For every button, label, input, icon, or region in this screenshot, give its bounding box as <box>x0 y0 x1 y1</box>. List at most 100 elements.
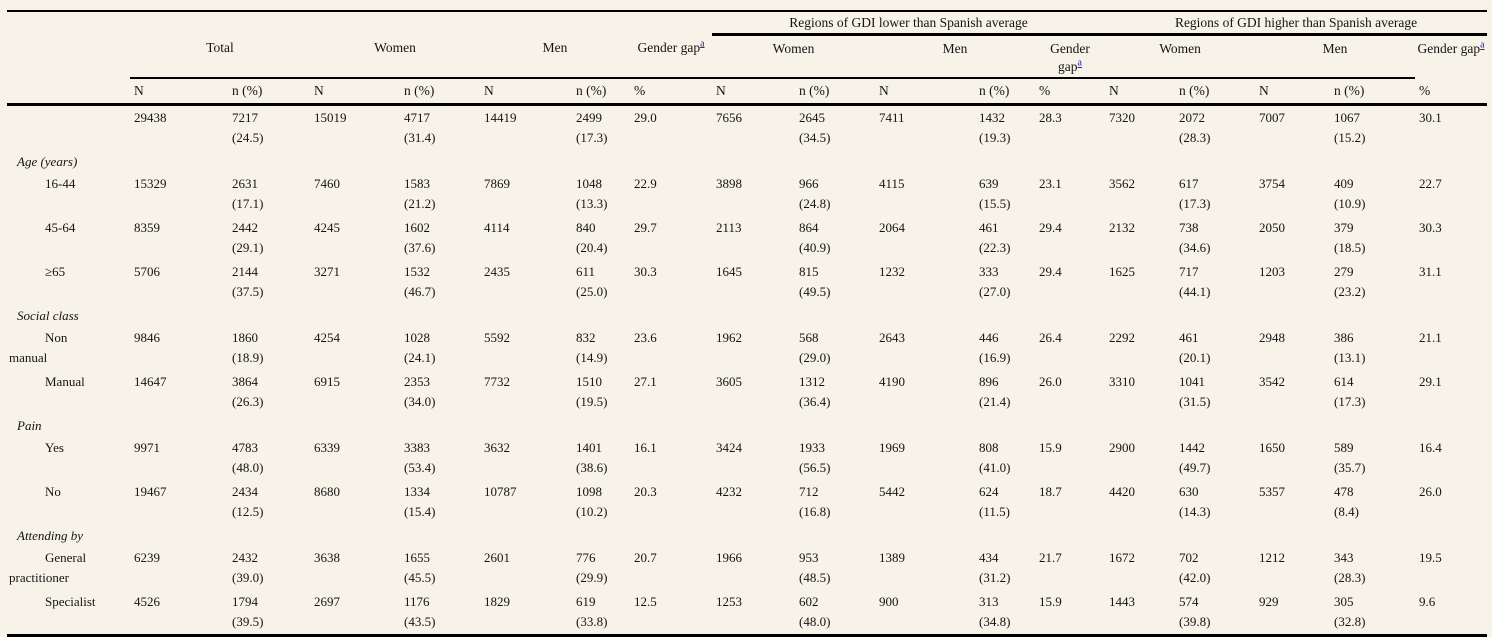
value-cell: 1625 <box>1109 264 1136 279</box>
table-row: Manual 14647 3864 (26.3) 6915 2353 (34.0) 773… <box>7 370 1487 414</box>
value-cell: 20.3 <box>634 484 657 499</box>
value-cell: 5706 <box>134 264 160 279</box>
value-cell: 7217 (24.5) <box>232 110 264 145</box>
value-cell: 18.7 <box>1039 484 1062 499</box>
value-cell: 1860 (18.9) <box>232 330 264 365</box>
value-cell: 5442 <box>879 484 905 499</box>
value-cell: 1432 (19.3) <box>979 110 1011 145</box>
value-cell: 702 (42.0) <box>1179 550 1211 585</box>
value-cell: 29438 <box>134 110 167 125</box>
table-row: General practitioner 6239 2432 (39.0) 3638 1… <box>7 546 1487 590</box>
value-cell: 27.1 <box>634 374 657 389</box>
row-label: 45-64 <box>45 220 76 235</box>
col-header-npct: n (%) <box>400 78 480 106</box>
value-cell: 2442 (29.1) <box>232 220 264 255</box>
value-cell: 3898 <box>716 176 742 191</box>
subheader-row: N n (%) N n (%) N n (%) % N n (%) N n (%… <box>7 78 1488 106</box>
prevalence-table: Regions of GDI lower than Spanish averag… <box>7 10 1488 637</box>
value-cell: 1041 (31.5) <box>1179 374 1211 409</box>
value-cell: 2132 <box>1109 220 1136 235</box>
value-cell: 1962 <box>716 330 742 345</box>
col-header-npct: n (%) <box>975 78 1035 106</box>
value-cell: 1028 (24.1) <box>404 330 436 365</box>
region-lower-header: Regions of GDI lower than Spanish averag… <box>712 11 1106 36</box>
value-cell: 3383 (53.4) <box>404 440 436 475</box>
col-header-npct: n (%) <box>795 78 875 106</box>
value-cell: 1655 (45.5) <box>404 550 436 585</box>
row-label: Non manual <box>9 330 68 365</box>
value-cell: 30.1 <box>1419 110 1442 125</box>
value-cell: 29.4 <box>1039 264 1062 279</box>
section-row: Social class <box>7 304 1487 326</box>
value-cell: 23.1 <box>1039 176 1062 191</box>
value-cell: 279 (23.2) <box>1334 264 1366 299</box>
value-cell: 16.4 <box>1419 440 1442 455</box>
value-cell: 14419 <box>484 110 517 125</box>
col-header-npct: n (%) <box>1330 78 1416 106</box>
value-cell: 4114 <box>484 220 510 235</box>
value-cell: 4526 <box>134 594 160 609</box>
men-header: Men <box>480 34 630 79</box>
higher-gender-gap-header: Gender gapa <box>1415 35 1487 79</box>
group-header-row: Total Women Men Gender gapa Women Men Ge… <box>7 34 1487 79</box>
value-cell: 2072 (28.3) <box>1179 110 1211 145</box>
table-row: Non manual 9846 1860 (18.9) 4254 1028 (24.1)… <box>7 326 1487 370</box>
lower-women-header: Women <box>712 34 875 79</box>
value-cell: 8680 <box>314 484 340 499</box>
value-cell: 1048 (13.3) <box>576 176 608 211</box>
value-cell: 3424 <box>716 440 742 455</box>
footnote-a-link[interactable]: a <box>1077 57 1082 69</box>
value-cell: 589 (35.7) <box>1334 440 1366 475</box>
value-cell: 6339 <box>314 440 340 455</box>
value-cell: 2113 <box>716 220 742 235</box>
value-cell: 1645 <box>716 264 742 279</box>
value-cell: 10787 <box>484 484 517 499</box>
value-cell: 1067 (15.2) <box>1334 110 1366 145</box>
value-cell: 4420 <box>1109 484 1136 499</box>
value-cell: 832 (14.9) <box>576 330 608 365</box>
value-cell: 7656 <box>716 110 742 125</box>
value-cell: 864 (40.9) <box>799 220 831 255</box>
value-cell: 1966 <box>716 550 742 565</box>
gender-gap-label: Gender gap <box>1417 41 1481 56</box>
value-cell: 478 (8.4) <box>1334 484 1359 519</box>
col-header-N: N <box>480 78 572 106</box>
value-cell: 313 (34.8) <box>979 594 1011 629</box>
value-cell: 434 (31.2) <box>979 550 1011 585</box>
row-label: General practitioner <box>9 550 87 585</box>
row-label: Specialist <box>45 594 96 609</box>
table-row: No 19467 2434 (12.5) 8680 1334 (15.4) 10787 10… <box>7 480 1487 524</box>
value-cell: 305 (32.8) <box>1334 594 1366 629</box>
section-row: Attending by <box>7 524 1487 546</box>
value-cell: 9971 <box>134 440 160 455</box>
value-cell: 1334 (15.4) <box>404 484 436 519</box>
footnote-a-link[interactable]: a <box>700 38 705 49</box>
value-cell: 1969 <box>879 440 905 455</box>
col-header-pct: % <box>1035 78 1106 106</box>
value-cell: 2144 (37.5) <box>232 264 264 299</box>
table-body: 29438 7217 (24.5) 15019 4717 (31.4) 14419 249… <box>7 105 1487 636</box>
table-row: 45-64 8359 2442 (29.1) 4245 1602 (37.6) 4114 8… <box>7 216 1487 260</box>
value-cell: 2645 (34.5) <box>799 110 831 145</box>
value-cell: 614 (17.3) <box>1334 374 1366 409</box>
footnote-a-link[interactable]: a <box>1480 39 1485 51</box>
value-cell: 4245 <box>314 220 340 235</box>
value-cell: 2432 (39.0) <box>232 550 264 585</box>
value-cell: 2697 <box>314 594 340 609</box>
value-cell: 4783 (48.0) <box>232 440 264 475</box>
value-cell: 333 (27.0) <box>979 264 1011 299</box>
value-cell: 1253 <box>716 594 742 609</box>
value-cell: 1672 <box>1109 550 1136 565</box>
value-cell: 2643 <box>879 330 905 345</box>
value-cell: 808 (41.0) <box>979 440 1011 475</box>
row-label: 16-44 <box>45 176 76 191</box>
section-label: Age (years) <box>17 154 78 169</box>
value-cell: 4717 (31.4) <box>404 110 436 145</box>
col-header-N: N <box>875 78 975 106</box>
gender-gap-label: Gender gap <box>637 39 701 55</box>
value-cell: 9.6 <box>1419 594 1436 609</box>
value-cell: 3271 <box>314 264 340 279</box>
value-cell: 26.0 <box>1039 374 1062 389</box>
value-cell: 2948 <box>1259 330 1286 345</box>
value-cell: 1389 <box>879 550 905 565</box>
